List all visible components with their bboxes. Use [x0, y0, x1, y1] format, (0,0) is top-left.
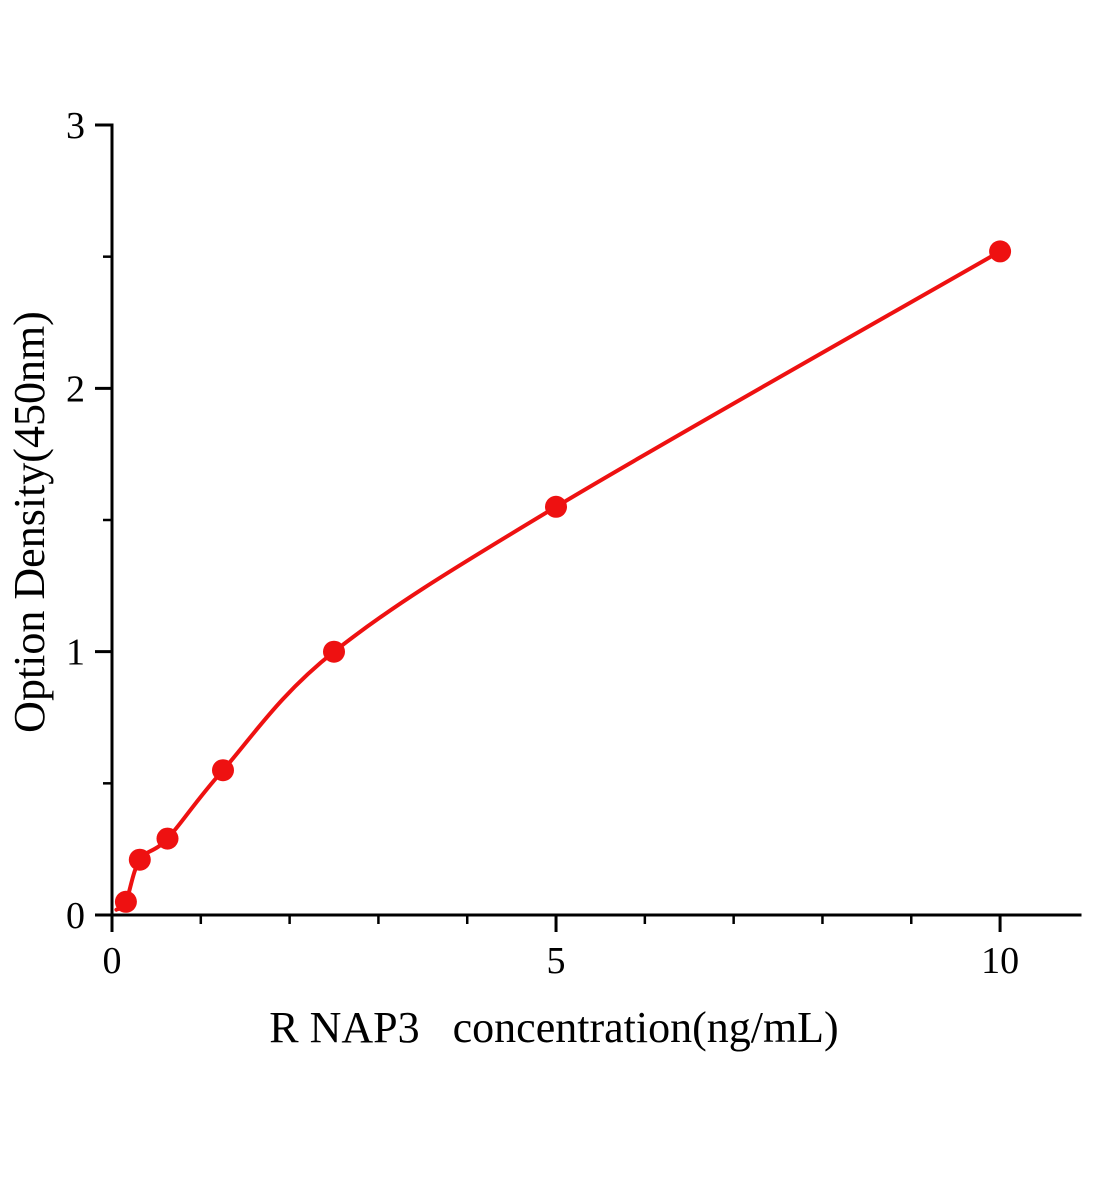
y-tick-label: 2: [66, 368, 85, 410]
data-point: [128, 848, 151, 871]
fit-curve-path: [114, 249, 1003, 912]
x-tick-label: 5: [547, 940, 566, 982]
data-point: [156, 827, 179, 850]
tick-labels: 0 5 10 0 1 2 3: [66, 105, 1019, 982]
axes: [110, 123, 1082, 917]
x-tick-label: 10: [981, 940, 1019, 982]
data-point: [989, 240, 1012, 263]
y-tick-label: 0: [66, 895, 85, 937]
fit-curve: [114, 249, 1003, 912]
x-axis-label: R NAP3 concentration(ng/mL): [269, 1003, 838, 1052]
axis-ticks: [95, 123, 1002, 932]
data-points: [114, 240, 1012, 913]
y-tick-label: 1: [66, 632, 85, 674]
y-tick-label: 3: [66, 105, 85, 147]
data-point: [114, 890, 137, 913]
x-tick-label: 0: [103, 940, 122, 982]
data-point: [545, 495, 567, 518]
axis-lines: [110, 123, 1082, 917]
data-point: [212, 759, 234, 782]
data-point: [323, 640, 345, 663]
y-axis-label: Option Density(450nm): [5, 311, 54, 733]
